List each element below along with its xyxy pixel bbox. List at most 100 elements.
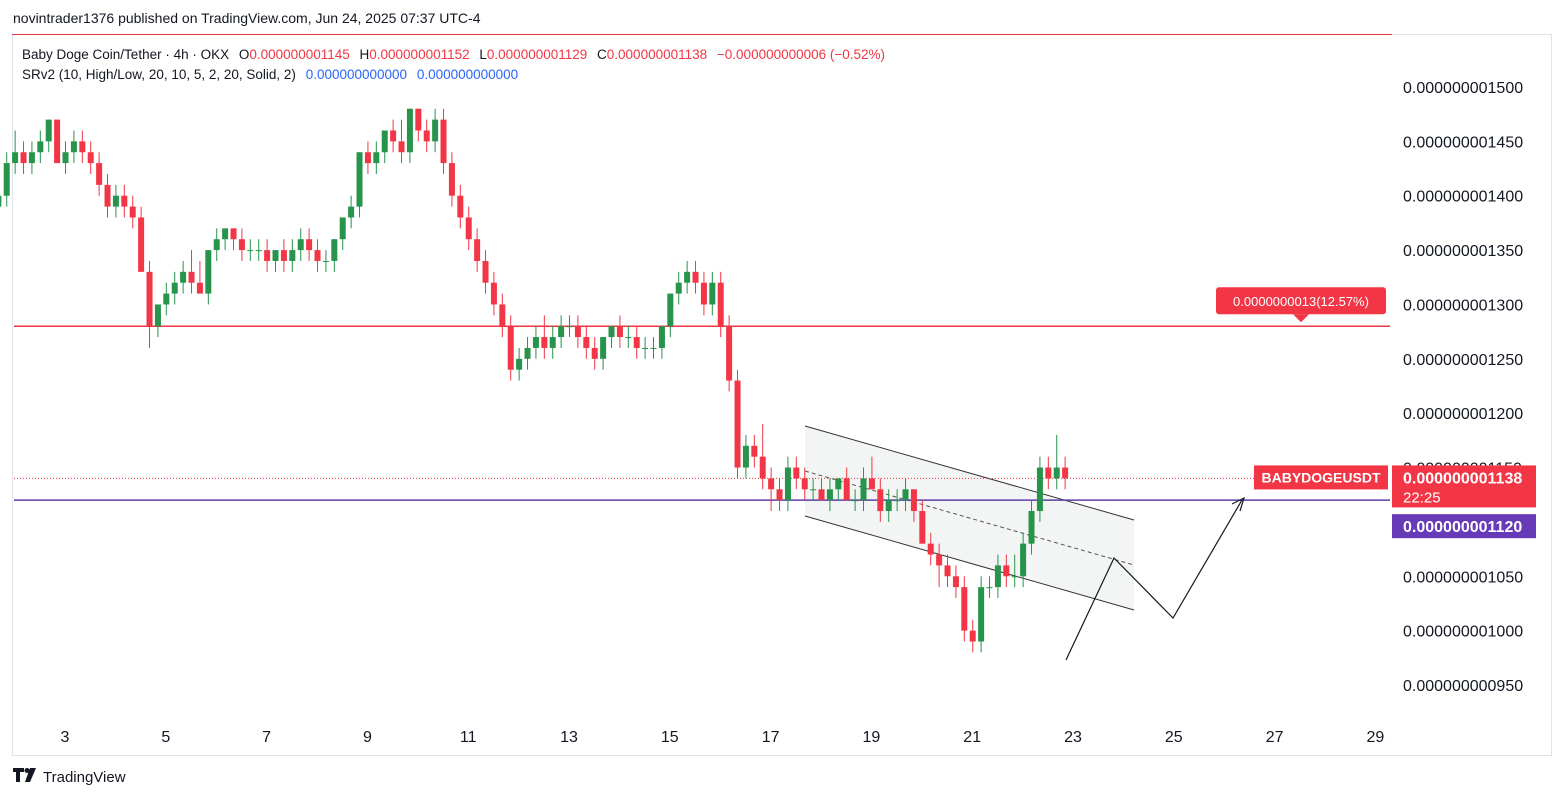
- candle-down: [306, 239, 313, 251]
- x-tick-label: 5: [161, 729, 170, 746]
- descending-channel: [804, 425, 1135, 611]
- y-tick-label: 0.000000001300: [1403, 297, 1523, 314]
- candle-down: [877, 489, 884, 512]
- candle-down: [768, 478, 775, 490]
- candle-up: [272, 250, 279, 261]
- candle-up: [45, 119, 52, 142]
- candle-up: [163, 293, 170, 305]
- candle-down: [583, 337, 590, 348]
- y-tick-label: 0.000000001400: [1403, 189, 1523, 206]
- low-key: L: [479, 47, 487, 62]
- y-tick-label: 0.000000001350: [1403, 243, 1523, 260]
- y-tick-label: 0.000000001200: [1403, 406, 1523, 423]
- candle-up: [205, 250, 212, 294]
- candle-down: [448, 163, 455, 196]
- candle-down: [961, 587, 968, 631]
- time-axis[interactable]: 3 5 7 9 11 13 15 17 19 21 23 25 27 29: [61, 729, 1385, 746]
- candle-up: [852, 500, 859, 502]
- candle-up: [1020, 543, 1027, 577]
- candle-down: [1062, 467, 1069, 479]
- candle-up: [558, 326, 565, 338]
- candle-down: [919, 511, 926, 544]
- candle-up: [373, 152, 380, 164]
- candle-down: [238, 239, 245, 251]
- candle-down: [104, 184, 111, 207]
- x-tick-label: 13: [560, 729, 578, 746]
- candle-up: [222, 228, 229, 240]
- high-key: H: [359, 47, 370, 62]
- price-axis[interactable]: 0.000000001500 0.000000001450 0.0000000014…: [1403, 80, 1523, 695]
- projection-path: [1065, 496, 1245, 661]
- symbol-label-box: [1254, 465, 1388, 490]
- candle-down: [490, 282, 497, 305]
- resistance-label-text: 0.0000000013(12.57%): [1233, 294, 1369, 309]
- indicator-title[interactable]: SRv2 (10, High/Low, 20, 10, 5, 2, 20, So…: [22, 67, 296, 82]
- x-tick-label: 25: [1165, 729, 1183, 746]
- candle-down: [457, 195, 464, 218]
- y-tick-label: 0.000000001500: [1403, 80, 1523, 97]
- candle-down: [87, 152, 94, 164]
- candle-up: [978, 587, 985, 642]
- candle-up: [885, 500, 892, 512]
- candle-down: [474, 239, 481, 261]
- candle-up: [894, 500, 901, 502]
- close-value: 0.000000001138: [606, 47, 708, 62]
- candle-down: [230, 228, 237, 240]
- candle-down: [692, 271, 699, 283]
- symbol-title[interactable]: Baby Doge Coin/Tether · 4h · OKX: [22, 47, 230, 62]
- tradingview-logo-icon: [13, 768, 39, 786]
- x-tick-label: 7: [262, 729, 271, 746]
- countdown-text: 22:25: [1403, 489, 1441, 506]
- candle-up: [658, 326, 665, 348]
- candle-down: [54, 119, 61, 164]
- x-tick-label: 27: [1266, 729, 1284, 746]
- candle-up: [348, 206, 355, 218]
- close-key: C: [597, 47, 607, 62]
- candle-up: [37, 141, 44, 153]
- candle-down: [751, 445, 758, 457]
- last-price-box: [1392, 465, 1536, 508]
- candle-down: [20, 152, 27, 164]
- x-tick-label: 17: [762, 729, 780, 746]
- y-tick-label: 0.000000001450: [1403, 134, 1523, 151]
- candle-down: [96, 163, 103, 185]
- channel-lower-line: [804, 515, 1135, 611]
- candle-up: [154, 304, 161, 327]
- x-tick-label: 23: [1064, 729, 1082, 746]
- ohlc-row: Baby Doge Coin/Tether · 4h · OKX O0.0000…: [22, 45, 885, 65]
- projection-zigzag: [1065, 499, 1243, 661]
- x-tick-label: 19: [863, 729, 881, 746]
- candle-up: [322, 260, 329, 262]
- candle-up: [784, 467, 791, 501]
- support-price-text: 0.000000001120: [1403, 519, 1522, 536]
- candle-up: [0, 195, 2, 207]
- open-value: 0.000000001145: [249, 47, 350, 62]
- candle-down: [129, 206, 136, 218]
- candle-up: [826, 489, 833, 501]
- candle-up: [381, 130, 388, 153]
- candle-up: [532, 337, 539, 348]
- tradingview-logo[interactable]: TradingView: [13, 768, 126, 786]
- candlestick-series: [0, 108, 1069, 653]
- candle-down: [910, 489, 917, 512]
- candle-down: [952, 576, 959, 588]
- candle-up: [3, 163, 10, 196]
- x-tick-label: 21: [963, 729, 981, 746]
- candle-up: [70, 141, 77, 153]
- candle-down: [843, 478, 850, 501]
- candle-up: [524, 347, 531, 359]
- candle-down: [398, 141, 405, 153]
- candle-down: [726, 326, 733, 381]
- candle-down: [264, 250, 271, 261]
- candle-up: [667, 293, 674, 327]
- candle-down: [507, 326, 514, 370]
- candle-up: [608, 326, 615, 338]
- candle-down: [776, 489, 783, 501]
- candle-down: [591, 347, 598, 359]
- candle-up: [1011, 576, 1018, 578]
- candle-up: [255, 250, 262, 252]
- candle-down: [734, 380, 741, 468]
- candle-down: [415, 108, 422, 131]
- candle-down: [759, 456, 766, 479]
